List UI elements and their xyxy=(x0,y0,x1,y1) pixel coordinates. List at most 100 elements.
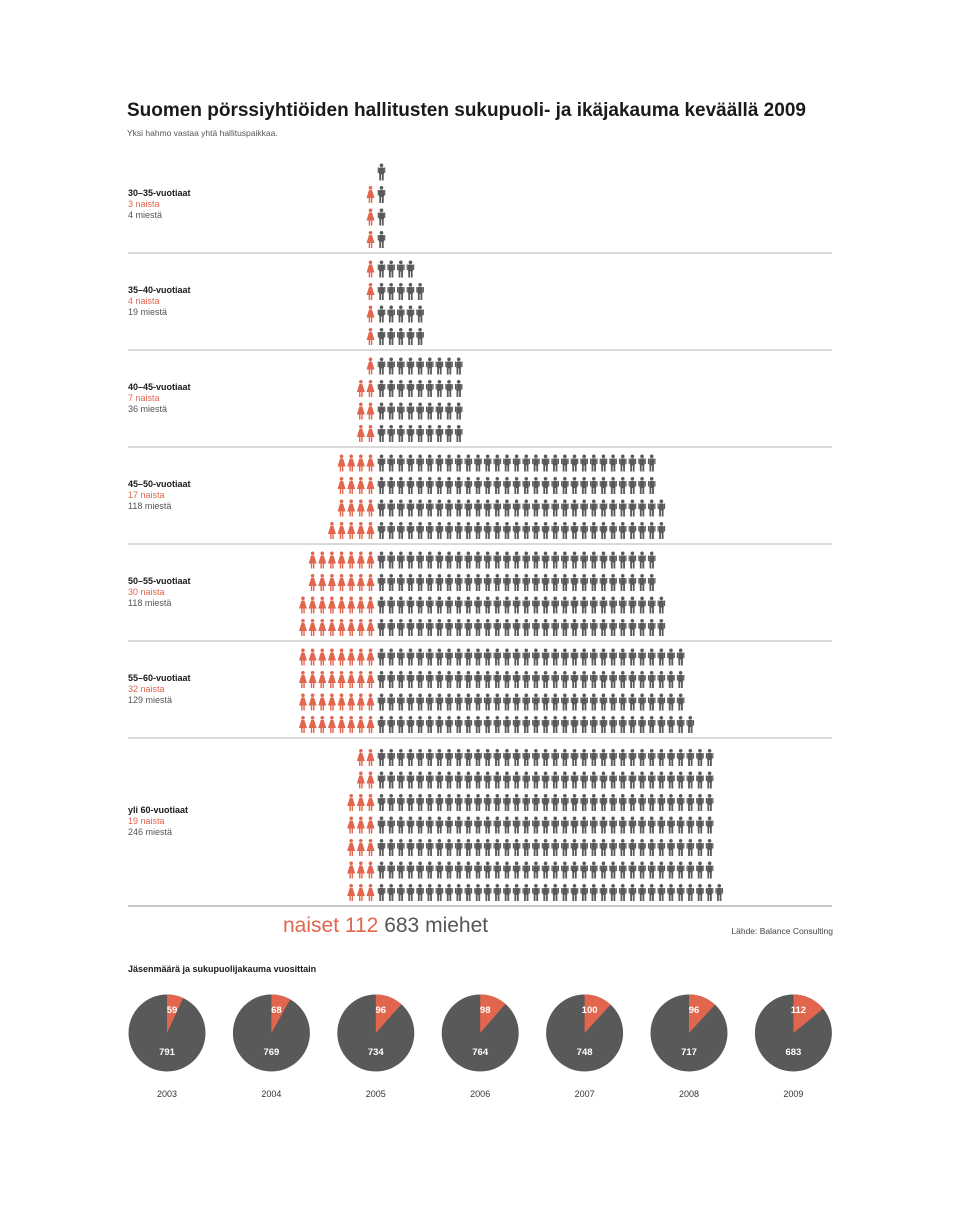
man-figure xyxy=(416,794,424,811)
pie-slice-women xyxy=(689,994,716,1033)
man-figure xyxy=(445,716,453,733)
man-figure xyxy=(464,716,473,733)
man-figure xyxy=(551,499,559,517)
man-figure xyxy=(696,771,704,789)
man-figure xyxy=(667,693,675,711)
woman-figure xyxy=(347,671,356,688)
man-figure xyxy=(638,794,646,811)
woman-figure xyxy=(327,693,336,711)
man-figure xyxy=(377,716,386,733)
man-figure xyxy=(686,794,695,811)
man-figure xyxy=(522,884,531,901)
man-figure xyxy=(676,794,685,811)
man-figure xyxy=(541,771,550,789)
man-figure xyxy=(696,749,704,766)
woman-figure xyxy=(356,816,365,834)
man-figure xyxy=(397,357,405,375)
man-figure xyxy=(406,671,415,688)
man-figure xyxy=(483,794,492,811)
man-figure xyxy=(474,574,482,591)
man-figure xyxy=(474,619,482,636)
man-figure xyxy=(580,716,588,733)
man-figure xyxy=(647,771,656,789)
man-figure xyxy=(551,839,559,856)
man-figure xyxy=(638,648,646,666)
man-figure xyxy=(696,884,704,901)
woman-figure xyxy=(366,816,375,834)
man-figure xyxy=(686,884,695,901)
man-figure xyxy=(647,794,656,811)
man-figure xyxy=(454,839,463,856)
man-figure xyxy=(445,402,453,420)
man-figure xyxy=(551,596,559,614)
man-figure xyxy=(590,771,598,789)
man-figure xyxy=(377,402,386,420)
group-men-count: 19 miestä xyxy=(128,306,168,317)
man-figure xyxy=(416,522,424,539)
man-figure xyxy=(503,861,511,879)
woman-figure xyxy=(356,749,365,766)
man-figure xyxy=(551,794,559,811)
man-figure xyxy=(512,749,521,766)
man-figure xyxy=(483,884,492,901)
man-figure xyxy=(454,454,463,472)
man-figure xyxy=(618,716,627,733)
man-figure xyxy=(377,648,386,666)
man-figure xyxy=(464,816,473,834)
woman-figure xyxy=(298,671,307,688)
man-figure xyxy=(532,794,540,811)
man-figure xyxy=(551,716,559,733)
man-figure xyxy=(493,749,502,766)
man-figure xyxy=(657,716,666,733)
man-figure xyxy=(522,454,531,472)
man-figure xyxy=(657,596,666,614)
man-figure xyxy=(512,522,521,539)
man-figure xyxy=(667,839,675,856)
man-figure xyxy=(435,648,444,666)
man-figure xyxy=(618,619,627,636)
man-figure xyxy=(503,671,511,688)
man-figure xyxy=(532,884,540,901)
woman-figure xyxy=(366,499,375,517)
pie-label-men: 769 xyxy=(263,1047,279,1058)
man-figure xyxy=(561,671,569,688)
woman-figure xyxy=(308,716,317,733)
group-name: 50–55-vuotiaat xyxy=(128,575,191,586)
man-figure xyxy=(512,454,521,472)
man-figure xyxy=(387,884,395,901)
man-figure xyxy=(512,693,521,711)
man-figure xyxy=(628,477,637,494)
man-figure xyxy=(532,648,540,666)
man-figure xyxy=(377,357,386,375)
pie-label-men: 791 xyxy=(159,1047,176,1058)
man-figure xyxy=(590,749,598,766)
woman-figure xyxy=(327,619,336,636)
man-figure xyxy=(609,884,617,901)
man-figure xyxy=(377,305,386,323)
man-figure xyxy=(397,648,405,666)
man-figure xyxy=(483,596,492,614)
source-note: Lähde: Balance Consulting xyxy=(731,926,833,936)
man-figure xyxy=(425,648,434,666)
man-figure xyxy=(599,884,608,901)
man-figure xyxy=(647,749,656,766)
man-figure xyxy=(493,596,502,614)
man-figure xyxy=(454,749,463,766)
man-figure xyxy=(561,522,569,539)
man-figure xyxy=(638,619,646,636)
woman-figure xyxy=(356,522,365,539)
man-figure xyxy=(541,749,550,766)
man-figure xyxy=(609,574,617,591)
man-figure xyxy=(425,716,434,733)
group-label: 30–35-vuotiaat 3 naista 4 miestä xyxy=(128,188,191,221)
man-figure xyxy=(570,671,579,688)
man-figure xyxy=(397,839,405,856)
woman-figure xyxy=(356,574,365,591)
man-figure xyxy=(667,671,675,688)
man-figure xyxy=(541,861,550,879)
man-figure xyxy=(599,693,608,711)
man-figure xyxy=(435,619,444,636)
man-figure xyxy=(425,522,434,539)
man-figure xyxy=(532,749,540,766)
man-figure xyxy=(406,861,415,879)
